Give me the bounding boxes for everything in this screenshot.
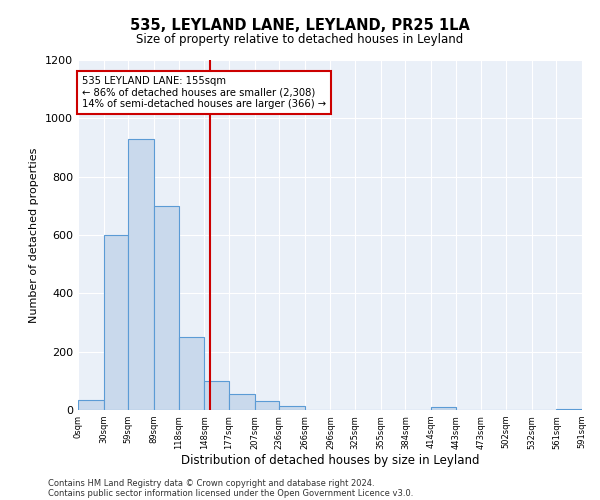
Y-axis label: Number of detached properties: Number of detached properties (29, 148, 40, 322)
Text: Contains HM Land Registry data © Crown copyright and database right 2024.: Contains HM Land Registry data © Crown c… (48, 478, 374, 488)
Bar (556, 408, 582, 410)
X-axis label: Distribution of detached houses by size in Leyland: Distribution of detached houses by size … (181, 454, 479, 468)
Bar (104, 235, 128, 410)
Text: 535, LEYLAND LANE, LEYLAND, PR25 1LA: 535, LEYLAND LANE, LEYLAND, PR25 1LA (130, 18, 470, 32)
Bar (229, 394, 254, 410)
Text: 535 LEYLAND LANE: 155sqm
← 86% of detached houses are smaller (2,308)
14% of sem: 535 LEYLAND LANE: 155sqm ← 86% of detach… (82, 76, 326, 109)
Bar (254, 401, 279, 410)
Bar (279, 406, 305, 410)
Bar (431, 407, 456, 410)
Bar (179, 337, 204, 410)
Bar (204, 381, 229, 410)
Text: Contains public sector information licensed under the Open Government Licence v3: Contains public sector information licen… (48, 488, 413, 498)
Bar (154, 206, 179, 410)
Bar (78, 400, 104, 410)
Bar (128, 139, 154, 410)
Text: Size of property relative to detached houses in Leyland: Size of property relative to detached ho… (136, 32, 464, 46)
